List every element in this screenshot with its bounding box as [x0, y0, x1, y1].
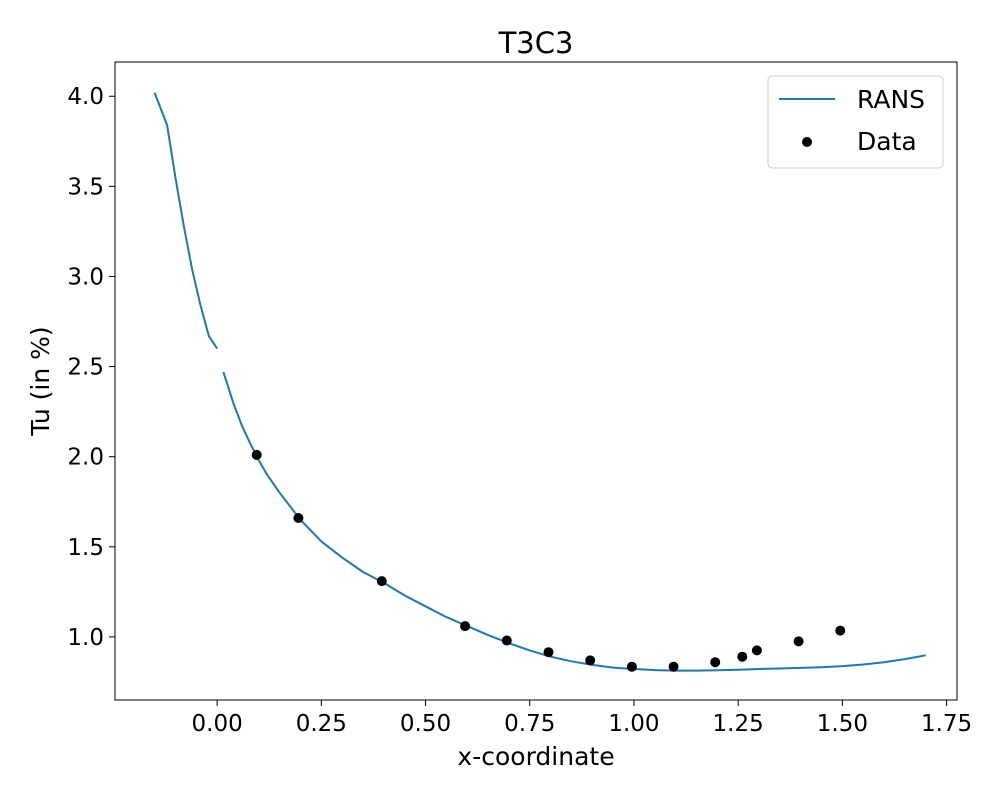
y-tick-label: 2.5: [67, 355, 104, 381]
rans-series-line: [153, 92, 218, 350]
legend-data-marker-swatch: [802, 137, 812, 147]
plot-area: [153, 92, 926, 672]
y-tick-label: 1.0: [67, 625, 104, 651]
data-point: [501, 635, 512, 646]
y-tick-label: 3.0: [67, 264, 104, 290]
data-point: [751, 645, 762, 656]
y-axis-title: Tu (in %): [26, 326, 55, 436]
x-tick-label: 0.00: [192, 711, 243, 737]
data-point: [626, 661, 637, 672]
data-point: [710, 657, 721, 668]
data-point: [376, 576, 387, 587]
y-tick-label: 2.0: [67, 445, 104, 471]
data-point: [793, 636, 804, 647]
y-tick-label: 3.5: [67, 174, 104, 200]
data-point: [585, 655, 596, 666]
x-tick-label: 1.50: [817, 711, 868, 737]
plot-frame: [114, 61, 958, 701]
legend-rans-label: RANS: [857, 85, 925, 114]
data-point: [668, 661, 679, 672]
rans-series-line: [222, 371, 926, 672]
y-tick-label: 1.5: [67, 535, 104, 561]
legend-data-label: Data: [857, 127, 917, 156]
data-point: [737, 651, 748, 662]
x-tick-label: 0.25: [296, 711, 347, 737]
x-tick-label: 1.75: [921, 711, 972, 737]
x-axis: 0.00 0.25 0.50 0.75 1.00 1.25 1.50 1.75: [192, 700, 972, 737]
y-tick-label: 4.0: [67, 84, 104, 110]
data-point: [251, 449, 262, 460]
x-tick-label: 1.00: [608, 711, 659, 737]
data-point: [543, 647, 554, 658]
data-point: [835, 625, 846, 636]
data-point: [460, 621, 471, 632]
y-axis: 1.0 1.5 2.0 2.5 3.0 3.5 4.0: [67, 84, 115, 651]
x-tick-label: 0.75: [504, 711, 555, 737]
data-point: [293, 513, 304, 523]
x-tick-label: 1.25: [713, 711, 764, 737]
legend: RANS Data: [767, 75, 944, 169]
x-tick-label: 0.50: [400, 711, 451, 737]
chart-title: T3C3: [498, 26, 574, 60]
x-axis-title: x-coordinate: [457, 742, 614, 771]
